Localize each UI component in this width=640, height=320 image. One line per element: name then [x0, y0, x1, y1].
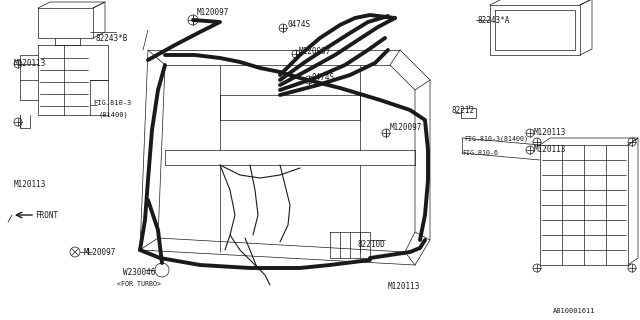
Text: M120113: M120113 [534, 128, 566, 137]
Text: 0474S: 0474S [312, 73, 335, 82]
Text: 0474S: 0474S [287, 20, 310, 29]
Text: M120113: M120113 [534, 145, 566, 154]
Text: FIG.810-3(81400): FIG.810-3(81400) [464, 136, 528, 142]
Text: M120113: M120113 [14, 180, 46, 189]
Text: FRONT: FRONT [35, 211, 58, 220]
Text: M120113: M120113 [14, 59, 46, 68]
Text: FIG.810-6: FIG.810-6 [462, 150, 498, 156]
Text: (81400): (81400) [98, 112, 128, 118]
Text: 82243*A: 82243*A [478, 16, 510, 25]
Text: M120097: M120097 [299, 47, 332, 56]
Text: W230046: W230046 [123, 268, 156, 277]
Text: M120097: M120097 [390, 123, 422, 132]
Text: M120113: M120113 [388, 282, 420, 291]
Text: 82210D: 82210D [358, 240, 386, 249]
Text: ML20097: ML20097 [84, 248, 116, 257]
Text: FIG.810-3: FIG.810-3 [93, 100, 131, 106]
Text: 82212: 82212 [452, 106, 475, 115]
Text: A810001611: A810001611 [553, 308, 595, 314]
Text: <FOR TURBO>: <FOR TURBO> [117, 281, 161, 287]
Text: 82243*B: 82243*B [96, 34, 129, 43]
Text: M120097: M120097 [197, 8, 229, 17]
